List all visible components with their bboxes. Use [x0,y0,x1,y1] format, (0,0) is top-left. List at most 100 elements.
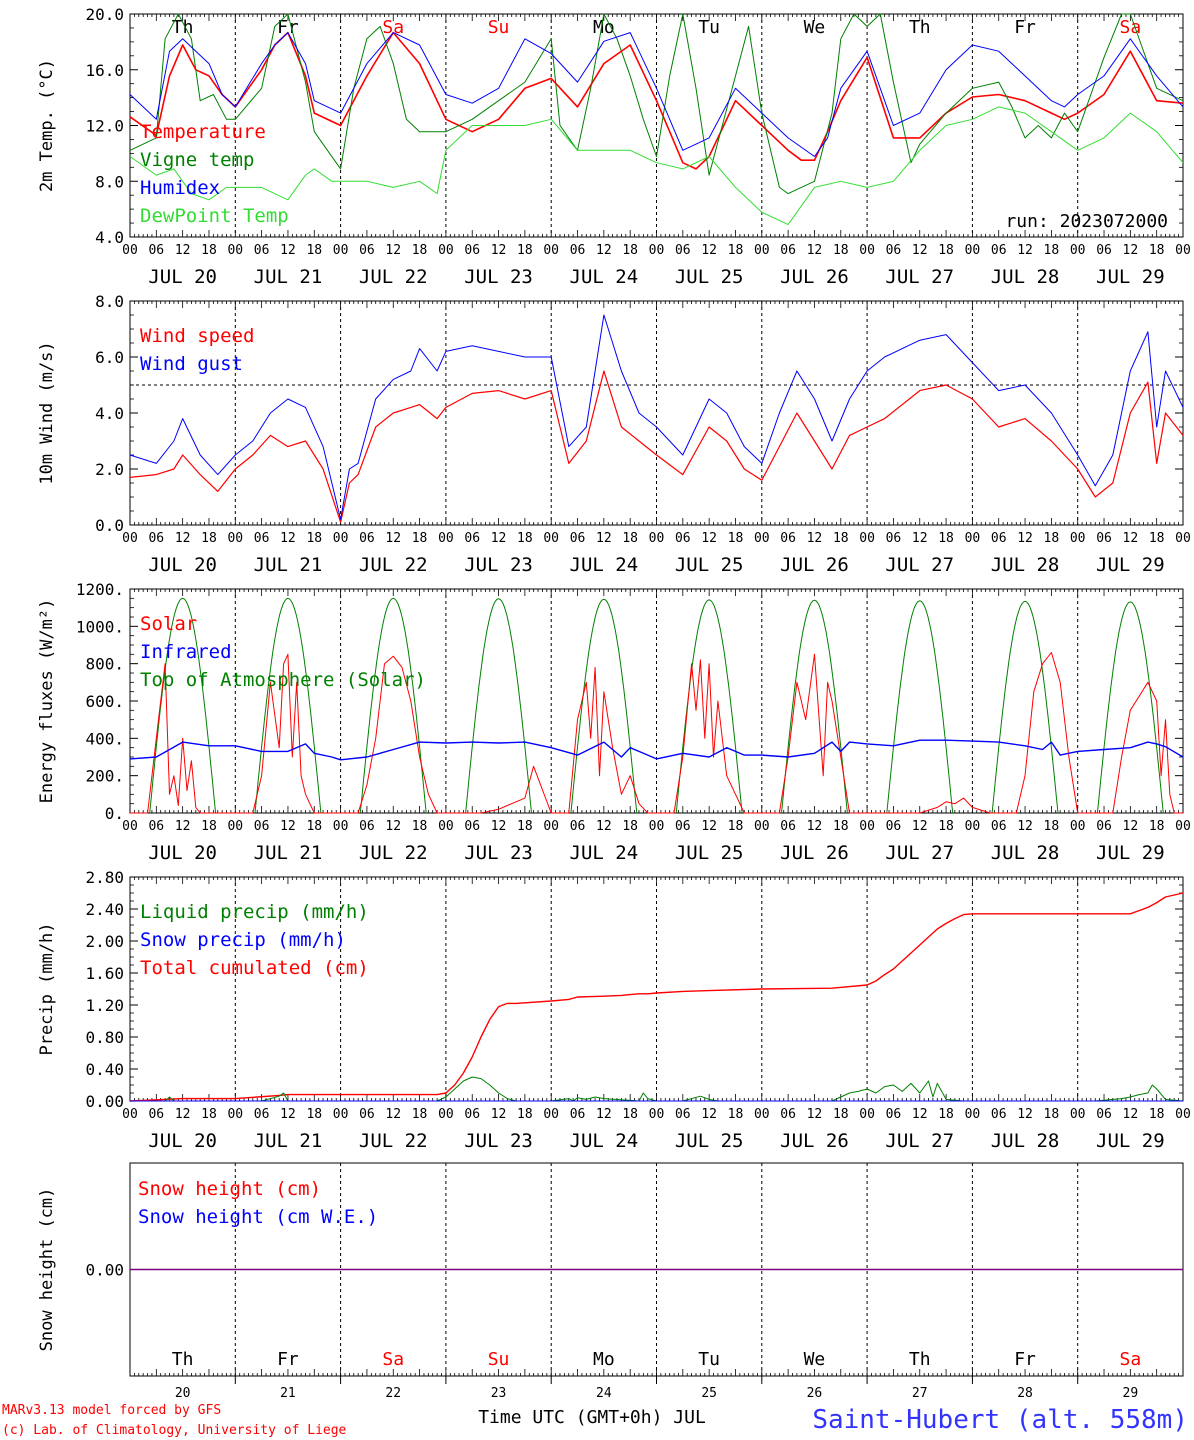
legend-entry: DewPoint Temp [140,205,289,227]
y-tick-label: 400. [85,729,124,748]
hour-label: 06 [780,1107,796,1122]
hour-label: 18 [306,819,322,834]
hour-label: 18 [1044,531,1060,546]
y-tick-label: 2.0 [95,460,124,479]
panel-1: 4.0 8.0 12.0 16.0 20.0 2m Temp. (°C) 00 06 12 18 J… [37,5,1191,288]
toa-solar-arch [1096,601,1164,814]
y-tick-label: 0.00 [85,1092,124,1111]
date-label: JUL 24 [570,842,639,864]
date-label: JUL 20 [148,1130,217,1152]
legend-entry: Snow height (cm W.E.) [138,1206,378,1228]
legend-entry: Total cumulated (cm) [140,957,369,979]
date-label: JUL 28 [991,1130,1060,1152]
hour-label: 12 [1017,819,1033,834]
y-tick-label: 2.40 [85,900,124,919]
hour-label: 06 [886,1107,902,1122]
legend-entry: Liquid precip (mm/h) [140,901,369,923]
y-tick-label: 4.0 [95,228,124,247]
hour-label: 12 [175,819,191,834]
hour-label: 06 [1096,531,1112,546]
hour-label: 00 [1175,819,1191,834]
y-axis-label: Energy fluxes (W/m²) [37,599,57,804]
hour-label: 00 [227,819,243,834]
hour-label: 18 [517,243,533,258]
hour-label: 06 [359,531,375,546]
date-label: JUL 29 [1096,1130,1165,1152]
hour-label: 12 [1017,243,1033,258]
hour-label: 00 [649,1107,665,1122]
hour-label: 00 [649,531,665,546]
hour-label: 00 [543,531,559,546]
hour-label: 12 [280,1107,296,1122]
hour-label: 00 [859,243,875,258]
hour-label: 06 [464,243,480,258]
y-axis-label: 10m Wind (m/s) [37,341,57,484]
date-label: JUL 28 [991,842,1060,864]
day-name: Sa [382,1349,404,1370]
date-label: JUL 21 [254,1130,323,1152]
hour-label: 00 [1070,1107,1086,1122]
y-tick-label: 800. [85,655,124,674]
legend-entry: Solar [140,613,197,635]
panel-4: 0.00 0.40 0.80 1.20 1.60 2.00 2.40 2.80 Precip (… [37,868,1191,1152]
hour-label: 18 [833,1107,849,1122]
date-label: JUL 22 [359,842,428,864]
hour-label: 00 [333,243,349,258]
hour-label: 00 [227,531,243,546]
series-line [129,31,1184,170]
day-number: 28 [1017,1386,1033,1401]
hour-label: 12 [385,1107,401,1122]
hour-label: 00 [965,819,981,834]
panel-3: 0. 200. 400. 600. 800. 1000. 1200. Energy fluxe… [37,580,1191,864]
date-label: JUL 28 [991,554,1060,576]
hour-label: 00 [543,1107,559,1122]
model-credit: MARv3.13 model forced by GFS [2,1403,221,1418]
y-tick-label: 12.0 [85,117,124,136]
hour-label: 06 [991,1107,1007,1122]
hour-label: 12 [175,531,191,546]
hour-label: 18 [412,1107,428,1122]
hour-label: 12 [280,531,296,546]
hour-label: 00 [754,819,770,834]
x-axis-label: Time UTC (GMT+0h) JUL [478,1407,706,1428]
hour-label: 18 [938,243,954,258]
y-tick-label: 1000. [76,617,124,636]
hour-label: 12 [1123,531,1139,546]
date-label: JUL 25 [675,842,744,864]
hour-label: 06 [254,531,270,546]
day-number: 29 [1123,1386,1139,1401]
hour-label: 06 [1096,243,1112,258]
legend-entry: Temperature [140,121,266,143]
date-label: JUL 28 [991,266,1060,288]
day-name: Mo [593,1349,615,1370]
day-number: 20 [175,1386,191,1401]
hour-label: 12 [1123,819,1139,834]
date-label: JUL 20 [148,266,217,288]
day-name: Mo [593,17,615,38]
date-label: JUL 22 [359,266,428,288]
y-tick-label: 600. [85,692,124,711]
hour-label: 12 [701,819,717,834]
y-tick-label: 8.0 [95,292,124,311]
hour-label: 00 [333,531,349,546]
y-axis-label: 2m Temp. (°C) [37,59,57,192]
hour-label: 00 [859,531,875,546]
hour-label: 00 [333,819,349,834]
hour-label: 18 [306,1107,322,1122]
hour-label: 00 [438,819,454,834]
hour-label: 12 [701,1107,717,1122]
hour-label: 18 [833,243,849,258]
hour-label: 06 [780,819,796,834]
legend-entry: Infrared [140,641,232,663]
day-name: Tu [698,17,720,38]
hour-label: 12 [385,819,401,834]
hour-label: 06 [148,819,164,834]
day-name: Fr [277,1349,299,1370]
hour-label: 06 [148,1107,164,1122]
hour-label: 00 [1070,243,1086,258]
hour-label: 18 [833,531,849,546]
hour-label: 00 [227,243,243,258]
hour-label: 06 [570,243,586,258]
hour-label: 12 [701,531,717,546]
